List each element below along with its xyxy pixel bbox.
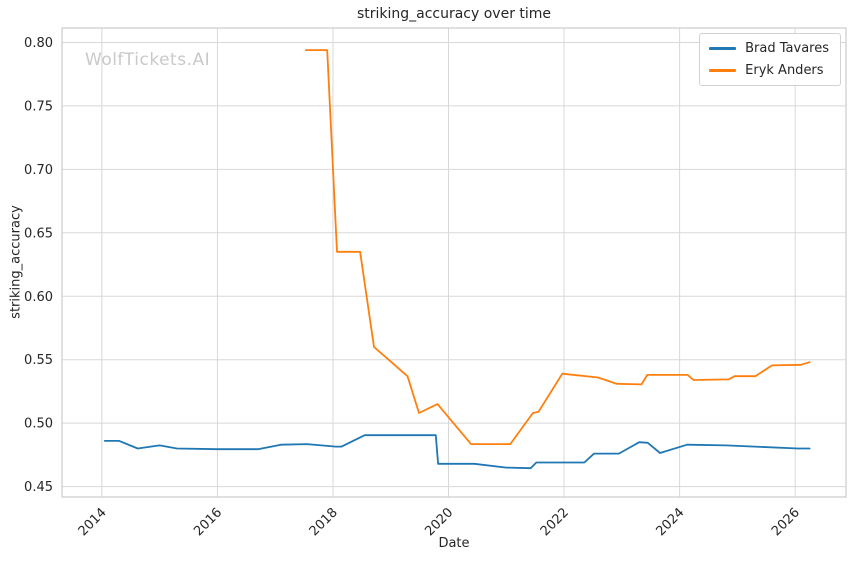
brad-tavares-line [103, 434, 811, 470]
y-tick-label: 0.55 [24, 353, 53, 368]
y-axis-label: striking_accuracy [8, 205, 24, 319]
chart-title: striking_accuracy over time [356, 6, 552, 22]
x-tick-label: 2020 [422, 505, 456, 539]
x-tick-label: 2026 [769, 505, 803, 539]
legend-line-swatch [709, 69, 737, 72]
x-tick-label: 2016 [191, 505, 225, 539]
x-tick-label: 2018 [307, 505, 341, 539]
legend-label: Eryk Anders [745, 63, 824, 78]
y-tick-label: 0.65 [24, 226, 53, 241]
legend-line-swatch [709, 47, 737, 50]
x-tick-label: 2024 [653, 505, 687, 539]
y-tick-label: 0.70 [24, 163, 53, 178]
x-tick-label: 2014 [76, 505, 110, 539]
plot-border [61, 27, 847, 498]
y-tick-label: 0.50 [24, 417, 53, 432]
watermark: WolfTickets.AI [85, 50, 211, 70]
y-tick-label: 0.45 [24, 480, 53, 495]
y-tick-label: 0.80 [24, 36, 53, 51]
legend-label: Brad Tavares [745, 41, 829, 56]
x-axis-label: Date [438, 536, 470, 551]
y-tick-label: 0.60 [24, 290, 53, 305]
legend: Brad Tavares Eryk Anders [699, 33, 841, 86]
legend-item: Eryk Anders [709, 63, 829, 78]
x-tick-label: 2022 [538, 505, 572, 539]
eryk-anders-line [304, 49, 811, 446]
y-tick-label: 0.75 [24, 99, 53, 114]
legend-item: Brad Tavares [709, 41, 829, 56]
